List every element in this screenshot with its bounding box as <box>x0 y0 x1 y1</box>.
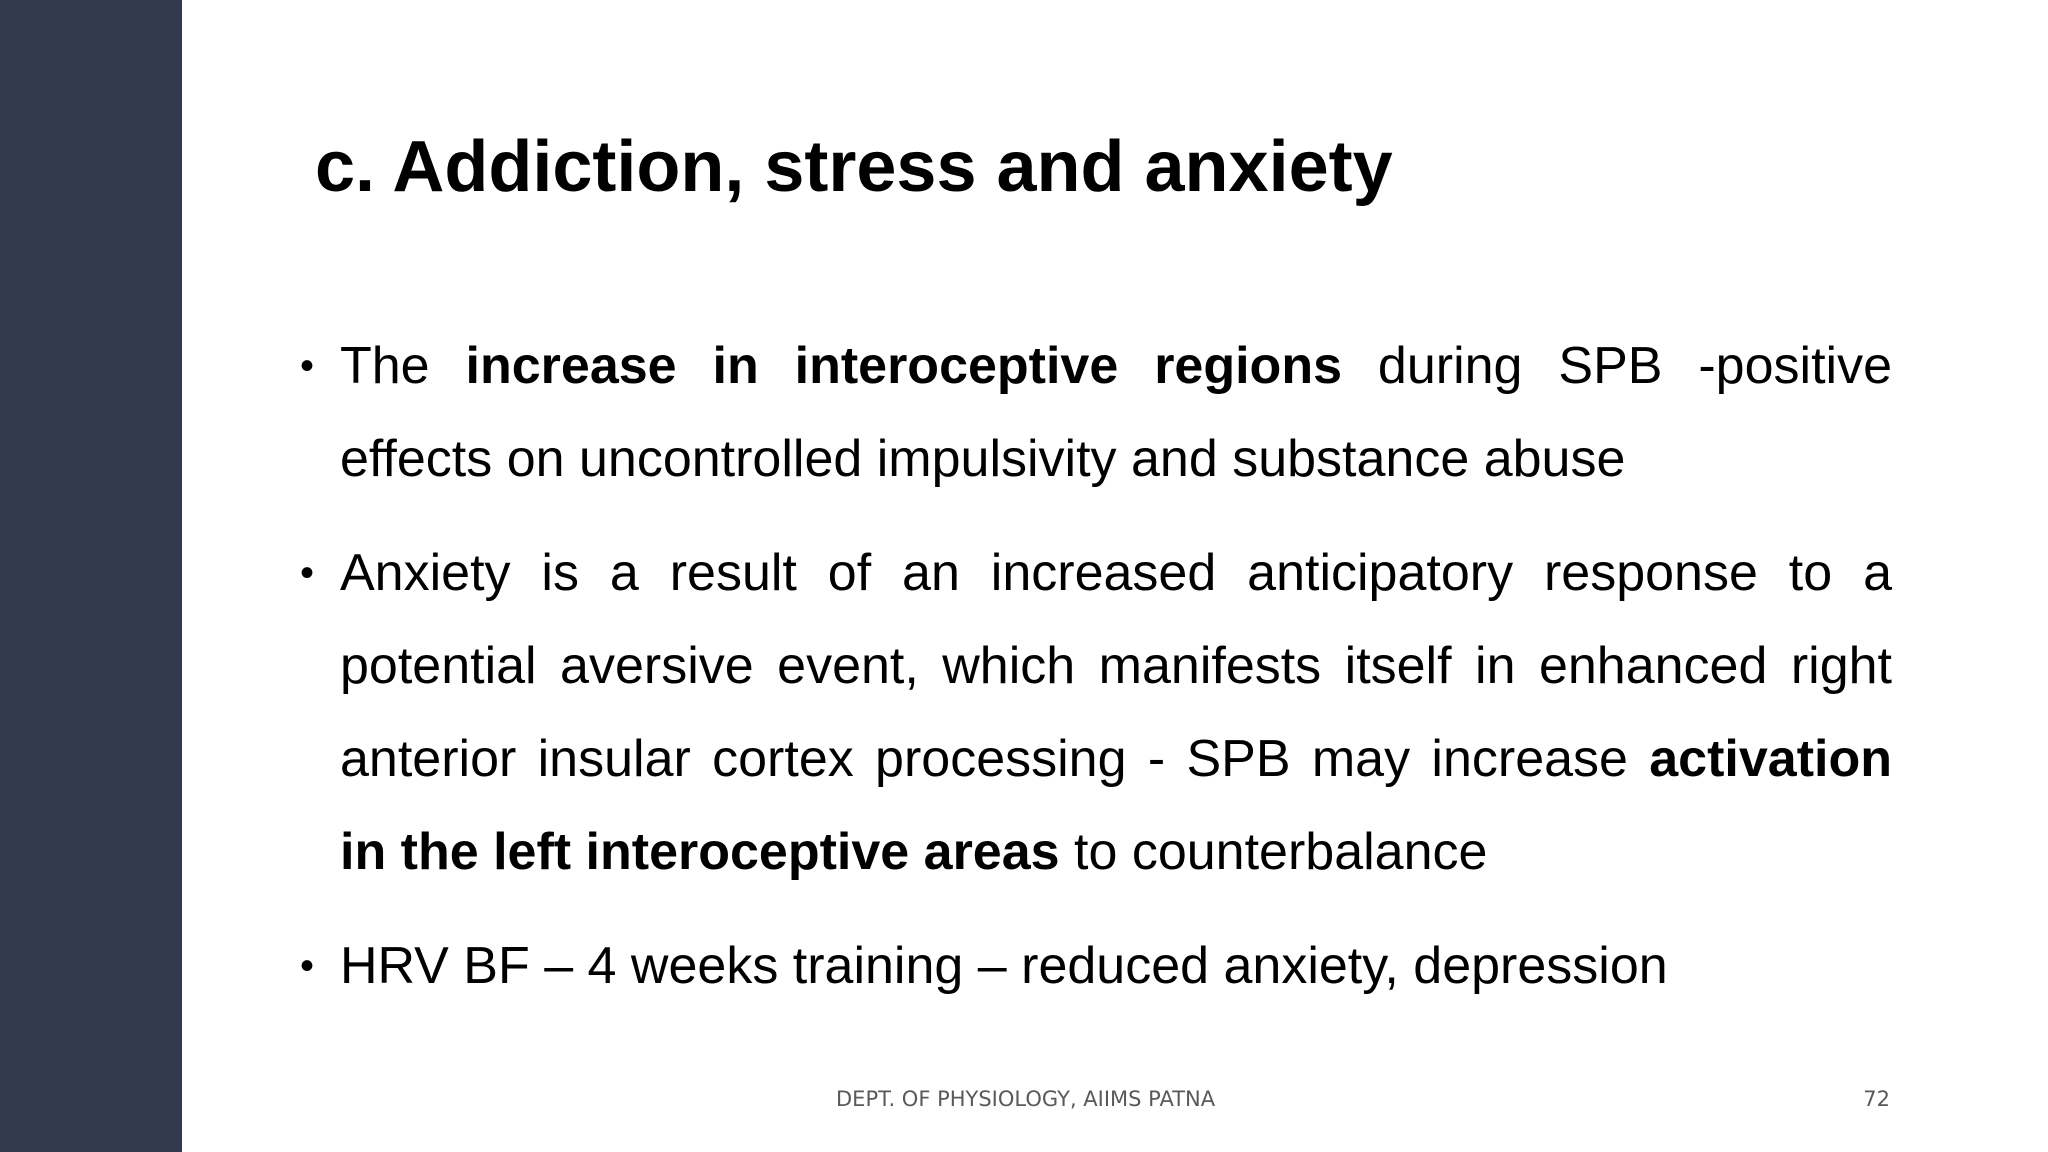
bullet-dot-icon: • <box>300 944 315 988</box>
bullet-text: HRV BF – 4 weeks training – reduced anxi… <box>340 937 1668 995</box>
slide-footer: DEPT. OF PHYSIOLOGY, AIIMS PATNA <box>836 1087 1216 1111</box>
sidebar-accent-bar <box>0 0 182 1152</box>
bullet-item: • The increase in interoceptive regions … <box>300 320 1892 506</box>
bullet-text: The increase in interoceptive regions du… <box>340 337 1892 488</box>
slide-title: c. Addiction, stress and anxiety <box>315 127 1393 207</box>
bullet-text-segment: during SPB -positive effects on uncontro… <box>340 337 1892 488</box>
bullet-dot-icon: • <box>300 551 315 595</box>
bullet-text-bold-segment: increase in interoceptive regions <box>465 337 1343 395</box>
bullet-text-segment: to counterbalance <box>1059 823 1488 881</box>
bullet-text-bold-segment: activation in the left interoceptive are… <box>340 730 1892 881</box>
bullet-dot-icon: • <box>300 344 315 388</box>
bullet-text-segment: HRV BF – 4 weeks training – reduced anxi… <box>340 937 1668 995</box>
bullet-text: Anxiety is a result of an increased anti… <box>340 544 1892 881</box>
bullet-text-segment: Anxiety is a result of an increased anti… <box>340 544 1892 788</box>
page-number: 72 <box>1863 1087 1890 1111</box>
bullet-item: • HRV BF – 4 weeks training – reduced an… <box>300 920 1892 1013</box>
bullet-text-segment: The <box>340 337 466 395</box>
bullet-item: • Anxiety is a result of an increased an… <box>300 527 1892 899</box>
bullet-list: • The increase in interoceptive regions … <box>300 320 1892 1013</box>
